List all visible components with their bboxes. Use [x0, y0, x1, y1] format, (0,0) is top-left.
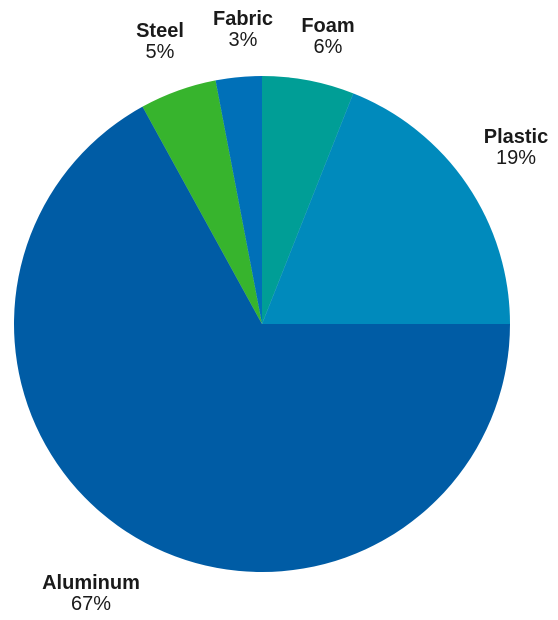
pie-slice-plastic — [262, 93, 510, 324]
slice-value-aluminum: 67% — [71, 593, 111, 615]
slice-value-fabric: 3% — [229, 29, 258, 51]
pie-slice-aluminum — [13, 106, 510, 573]
slice-value-steel: 5% — [146, 41, 175, 63]
pie-slice-fabric — [215, 76, 262, 324]
pie-slice-steel — [142, 80, 262, 324]
slice-value-plastic: 19% — [496, 147, 536, 169]
pie-slice-foam — [262, 76, 354, 324]
slice-value-foam: 6% — [314, 36, 343, 58]
slice-label-foam: Foam — [301, 15, 354, 37]
pie-slices — [13, 76, 510, 573]
slice-label-aluminum: Aluminum — [42, 572, 140, 594]
slice-label-plastic: Plastic — [484, 126, 548, 148]
slice-label-fabric: Fabric — [213, 8, 273, 30]
slice-label-steel: Steel — [136, 20, 184, 42]
